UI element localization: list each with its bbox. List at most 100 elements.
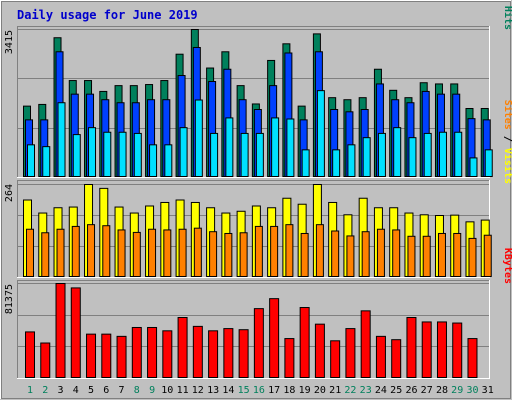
day-label-16: 16 [253,385,265,396]
bar-visits-sites-day-6-sites [102,225,111,278]
bar-kbytes-day-10 [162,330,173,379]
bar-kbytes-day-12 [192,325,203,379]
panel-hits-files-pages: 3415 Pages / Files / Hits [4,0,512,178]
bar-visits-sites-day-9-sites [148,228,157,277]
bar-visits-sites-day-22-sites [346,235,355,278]
bar-hits-files-pages-day-28-pages [438,131,447,177]
bar-kbytes-day-18 [284,338,295,378]
scale-max-label-kbytes: 81375 [4,284,15,314]
bar-visits-sites-day-10-sites [163,229,172,277]
bar-visits-sites-day-4-sites [71,225,80,277]
bar-hits-files-pages-day-11-pages [179,127,188,178]
day-label-18: 18 [283,385,295,396]
bar-visits-sites-day-2-sites [41,232,50,278]
day-label-8: 8 [134,385,140,396]
bar-visits-sites-day-12-sites [193,227,202,278]
bar-visits-sites-day-23-sites [361,231,370,277]
legend-hits-files-pages: Pages / Files / Hits [502,0,512,30]
day-label-4: 4 [73,385,79,396]
day-label-14: 14 [222,385,234,396]
bar-kbytes-day-3 [55,283,66,378]
bar-visits-sites-day-15-sites [239,232,248,278]
legend-part: Sites [502,100,512,130]
legend-kbytes: KBytes [502,248,512,284]
bar-hits-files-pages-day-21-pages [332,149,341,177]
bar-hits-files-pages-day-17-pages [271,117,280,177]
legend-part: / [502,0,512,6]
bar-kbytes-day-26 [406,317,417,378]
bar-hits-files-pages-day-9-pages [149,144,158,177]
legend-part: / [502,130,512,148]
day-label-25: 25 [390,385,402,396]
day-label-29: 29 [451,385,463,396]
bar-hits-files-pages-day-23-pages [362,137,371,177]
day-label-15: 15 [238,385,250,396]
scale-max-label-hits-files-pages: 3415 [4,30,15,54]
day-label-12: 12 [192,385,204,396]
scale-max-label-visits-sites: 264 [4,184,15,202]
bar-kbytes-day-24 [375,335,386,379]
bar-kbytes-day-30 [467,338,478,378]
bar-kbytes-day-16 [253,308,264,378]
legend-part: Visits [502,148,512,184]
day-label-30: 30 [466,385,478,396]
bar-hits-files-pages-day-6-pages [103,131,112,177]
chart-title: Daily usage for June 2019 [17,8,198,22]
bar-hits-files-pages-day-10-pages [164,144,173,177]
bar-kbytes-day-6 [101,333,112,378]
day-label-19: 19 [299,385,311,396]
bar-kbytes-day-21 [330,340,341,379]
bar-kbytes-day-19 [299,307,310,378]
bar-hits-files-pages-day-20-pages [316,90,325,177]
day-label-24: 24 [375,385,387,396]
bar-hits-files-pages-day-13-pages [210,132,219,177]
day-label-23: 23 [360,385,372,396]
bar-visits-sites-day-11-sites [178,228,187,277]
legend-visits-sites: Sites / Visits [502,100,512,184]
bar-visits-sites-day-14-sites [224,232,233,278]
bar-hits-files-pages-day-22-pages [347,144,356,177]
bar-kbytes-day-9 [147,326,158,378]
bar-visits-sites-day-19-sites [300,232,309,278]
day-axis: 1 2 3 4 5 6 7 8 9 10 11 12 13 14 15 16 17 18 19 20 21 22 23 24 2… [27,385,494,396]
bar-visits-sites-day-26-sites [407,235,416,277]
bar-hits-files-pages-day-7-pages [118,131,127,177]
bar-visits-sites-day-13-sites [209,231,218,277]
day-label-21: 21 [329,385,341,396]
bar-hits-files-pages-day-8-pages [133,132,142,177]
panel-kbytes: 81375 KBytes [4,248,512,379]
bar-visits-sites-day-27-sites [422,235,431,277]
bar-hits-files-pages-day-31-pages [484,149,493,177]
bar-kbytes-day-13 [208,330,219,379]
bar-hits-files-pages-day-12-pages [194,99,203,177]
day-label-27: 27 [421,385,433,396]
day-label-13: 13 [207,385,219,396]
bar-visits-sites-day-30-sites [468,237,477,277]
day-label-26: 26 [405,385,417,396]
day-label-7: 7 [118,385,124,396]
bar-hits-files-pages-day-5-pages [88,127,97,178]
bar-visits-sites-day-3-sites [56,228,65,277]
day-label-2: 2 [42,385,48,396]
bar-visits-sites-day-24-sites [376,228,385,277]
bar-hits-files-pages-day-2-pages [42,146,51,177]
bar-kbytes-day-14 [223,328,234,378]
bar-visits-sites-day-7-sites [117,229,126,277]
bar-hits-files-pages-day-18-pages [286,118,295,177]
bar-hits-files-pages-day-24-pages [377,132,386,177]
chart-panels: 3415 Pages / Files / Hits 264 Sites / Visit… [4,0,512,379]
bar-visits-sites-day-29-sites [453,232,462,278]
bar-kbytes-day-8 [131,326,142,378]
bar-hits-files-pages-day-29-pages [454,131,463,177]
bar-kbytes-day-23 [360,310,371,379]
bar-visits-sites-day-17-sites [270,225,279,277]
day-label-20: 20 [314,385,326,396]
panel-visits-sites: 264 Sites / Visits [4,100,512,278]
day-label-9: 9 [149,385,155,396]
bar-visits-sites-day-1-sites [26,228,34,277]
bar-hits-files-pages-day-3-pages [57,102,66,177]
legend-part: KBytes [502,248,512,284]
bar-hits-files-pages-day-15-pages [240,132,249,177]
bar-kbytes-day-29 [452,322,463,378]
